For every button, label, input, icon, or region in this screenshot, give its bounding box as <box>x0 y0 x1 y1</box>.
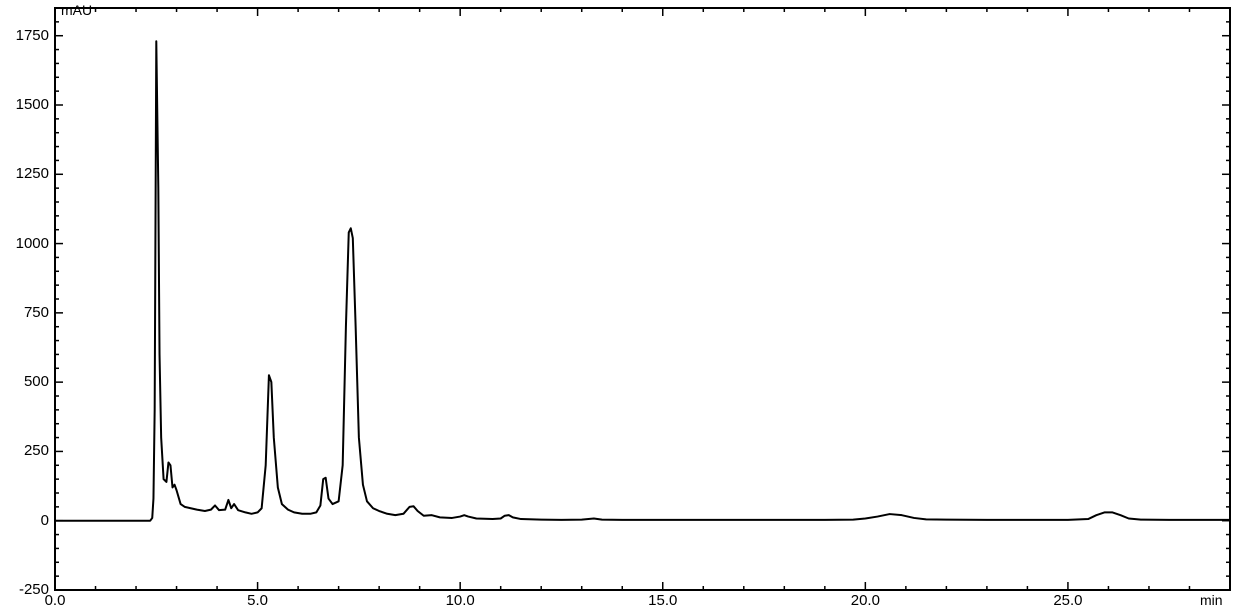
x-tick-label: 20.0 <box>851 592 880 608</box>
y-tick-label: 250 <box>1 442 49 459</box>
y-axis-label: mAU <box>61 2 92 18</box>
x-tick-label: 10.0 <box>446 592 475 608</box>
y-tick-label: -250 <box>1 581 49 598</box>
y-tick-label: 1250 <box>1 165 49 182</box>
x-tick-label: 5.0 <box>247 592 268 608</box>
y-tick-label: 750 <box>1 304 49 321</box>
chromatogram-chart: -250 0 250 500 750 1000 1250 1500 1750 0.0 5.0 10.0… <box>0 0 1240 608</box>
x-tick-label: 15.0 <box>648 592 677 608</box>
y-tick-label: 500 <box>1 373 49 390</box>
x-tick-label: 0.0 <box>45 592 66 608</box>
y-tick-label: 1750 <box>1 27 49 44</box>
y-tick-label: 1500 <box>1 96 49 113</box>
x-tick-label: 25.0 <box>1053 592 1082 608</box>
chart-canvas <box>0 0 1240 608</box>
x-axis-label: min <box>1200 592 1223 608</box>
y-tick-label: 1000 <box>1 235 49 252</box>
y-tick-label: 0 <box>1 512 49 529</box>
